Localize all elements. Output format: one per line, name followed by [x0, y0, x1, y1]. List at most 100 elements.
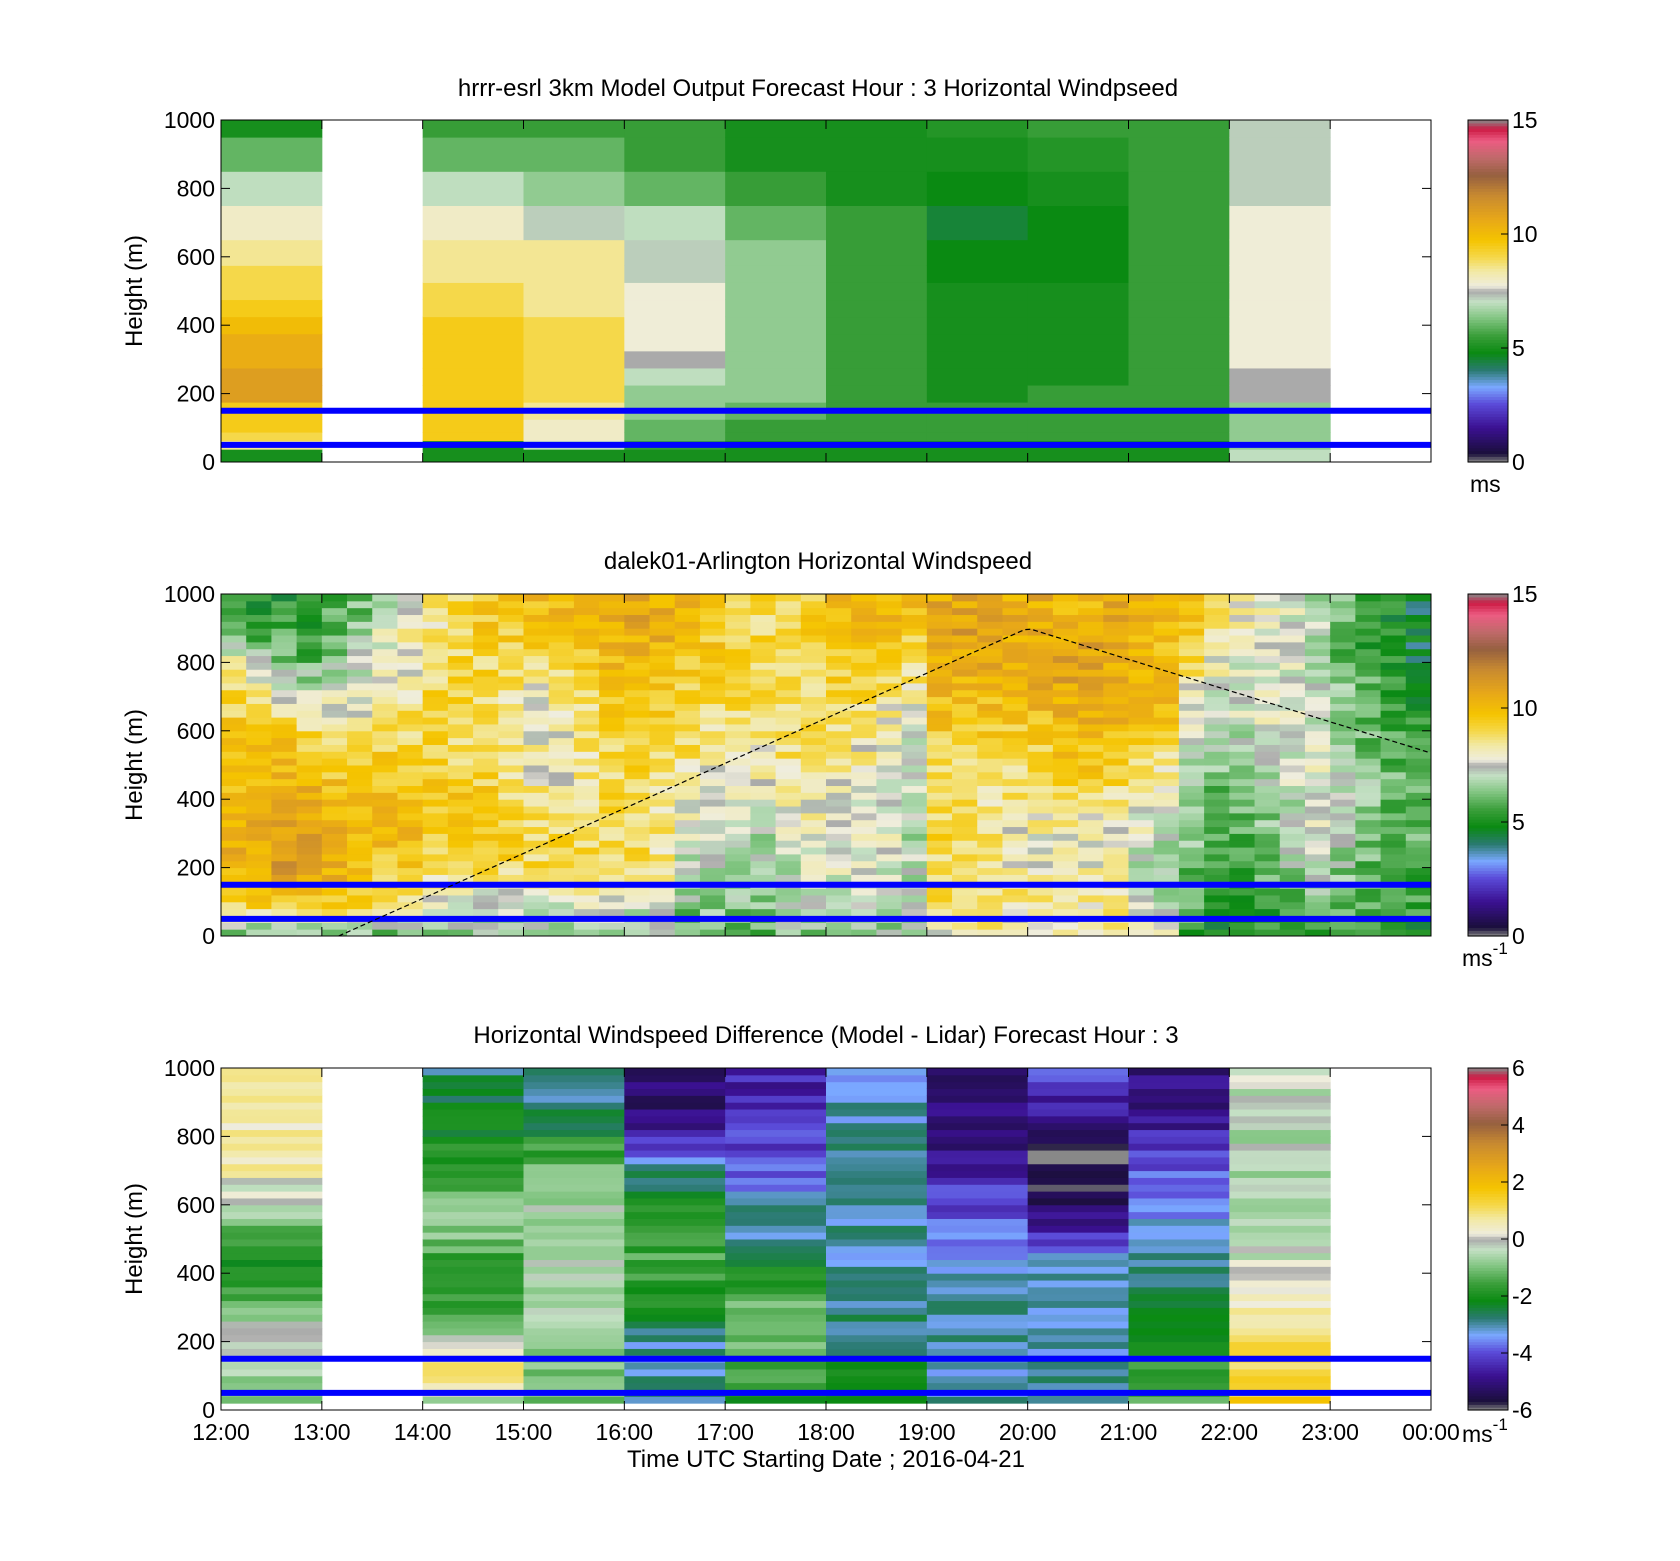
heatmap-cell: [221, 1191, 323, 1199]
heatmap-cell: [800, 785, 827, 793]
colorbar-swatch: [1468, 433, 1508, 437]
heatmap-cell: [1052, 867, 1079, 875]
y-axis-label: Height (m): [121, 709, 148, 821]
heatmap-cell: [347, 765, 373, 773]
heatmap-cell: [1229, 239, 1331, 266]
heatmap-cell: [372, 799, 398, 807]
heatmap-cell: [548, 908, 575, 916]
heatmap-cell: [523, 205, 625, 241]
heatmap-cell: [296, 676, 323, 684]
heatmap-cell: [1027, 1273, 1129, 1281]
heatmap-cell: [1229, 1280, 1331, 1288]
heatmap-cell: [674, 847, 701, 855]
colorbar-swatch: [1468, 876, 1508, 880]
heatmap-cell: [1229, 1109, 1331, 1117]
heatmap-cell: [221, 1109, 323, 1117]
colorbar-swatch: [1468, 847, 1508, 852]
heatmap-cell: [1103, 758, 1129, 766]
heatmap-cell: [1078, 730, 1104, 739]
heatmap-cell: [926, 908, 953, 916]
heatmap-cell: [750, 641, 777, 650]
heatmap-cell: [1002, 847, 1029, 855]
heatmap-cell: [473, 621, 499, 629]
heatmap-cell: [1204, 867, 1230, 875]
heatmap-cell: [1405, 703, 1432, 711]
heatmap-cell: [397, 888, 424, 896]
heatmap-cell: [775, 840, 802, 848]
heatmap-cell: [1153, 901, 1180, 910]
heatmap-cell: [1027, 1136, 1129, 1144]
heatmap-cell: [1078, 758, 1104, 766]
heatmap-cell: [699, 771, 726, 780]
heatmap-cell: [422, 621, 449, 629]
heatmap-cell: [750, 922, 777, 930]
heatmap-cell: [826, 1252, 928, 1261]
heatmap-cell: [321, 723, 348, 732]
heatmap-cell: [498, 860, 524, 869]
heatmap-cell: [397, 792, 424, 800]
heatmap-cell: [1027, 710, 1054, 718]
heatmap-cell: [599, 607, 625, 616]
colorbar-swatch: [1468, 822, 1508, 826]
heatmap-cell: [926, 771, 953, 780]
heatmap-cell: [296, 607, 323, 616]
heatmap-cell: [1052, 922, 1079, 930]
heatmap-cell: [1279, 600, 1306, 609]
heatmap-cell: [296, 682, 323, 691]
heatmap-cell: [1002, 628, 1029, 636]
heatmap-cell: [624, 171, 726, 206]
heatmap-cell: [1027, 840, 1054, 848]
heatmap-cell: [1052, 860, 1079, 869]
heatmap-cell: [1128, 1232, 1230, 1240]
heatmap-cell: [851, 655, 877, 663]
heatmap-cell: [221, 765, 247, 773]
heatmap-cell: [750, 819, 777, 828]
heatmap-cell: [473, 806, 499, 814]
heatmap-cell: [926, 282, 1029, 301]
heatmap-cell: [826, 874, 852, 882]
heatmap-cell: [372, 717, 398, 725]
heatmap-cell: [246, 628, 272, 636]
heatmap-cell: [1027, 1115, 1129, 1124]
heatmap-cell: [523, 840, 550, 848]
heatmap-cell: [1178, 840, 1205, 848]
heatmap-cell: [473, 812, 499, 821]
heatmap-cell: [372, 812, 398, 821]
heatmap-cell: [221, 1095, 323, 1103]
heatmap-cell: [397, 648, 424, 657]
colorbar-swatch: [1468, 873, 1508, 877]
heatmap-cell: [1128, 806, 1155, 814]
heatmap-cell: [1330, 894, 1356, 903]
heatmap-cell: [800, 894, 827, 903]
heatmap-cell: [1128, 1163, 1230, 1172]
heatmap-cell: [1254, 778, 1281, 787]
heatmap-cell: [599, 867, 625, 875]
colorbar-swatch: [1468, 1304, 1508, 1308]
heatmap-cell: [271, 600, 298, 609]
heatmap-cell: [1405, 744, 1432, 752]
heatmap-cell: [952, 901, 978, 910]
heatmap-cell: [1103, 860, 1129, 869]
heatmap-cell: [1027, 1239, 1129, 1247]
heatmap-cell: [649, 662, 676, 670]
heatmap-cell: [775, 888, 802, 896]
heatmap-cell: [523, 239, 625, 266]
heatmap-cell: [1405, 635, 1432, 643]
heatmap-cell: [599, 778, 625, 787]
heatmap-cell: [674, 662, 701, 670]
heatmap-cell: [1002, 765, 1029, 773]
heatmap-cell: [1304, 628, 1331, 636]
heatmap-cell: [1355, 628, 1382, 636]
heatmap-cell: [1002, 682, 1029, 691]
heatmap-cell: [901, 621, 928, 629]
heatmap-cell: [800, 929, 827, 937]
heatmap-cell: [372, 600, 398, 609]
heatmap-cell: [725, 853, 751, 862]
heatmap-cell: [901, 771, 928, 780]
heatmap-cell: [1304, 600, 1331, 609]
heatmap-cell: [876, 894, 903, 903]
heatmap-cell: [246, 799, 272, 807]
heatmap-cell: [523, 785, 550, 793]
heatmap-cell: [347, 662, 373, 670]
heatmap-cell: [599, 758, 625, 766]
